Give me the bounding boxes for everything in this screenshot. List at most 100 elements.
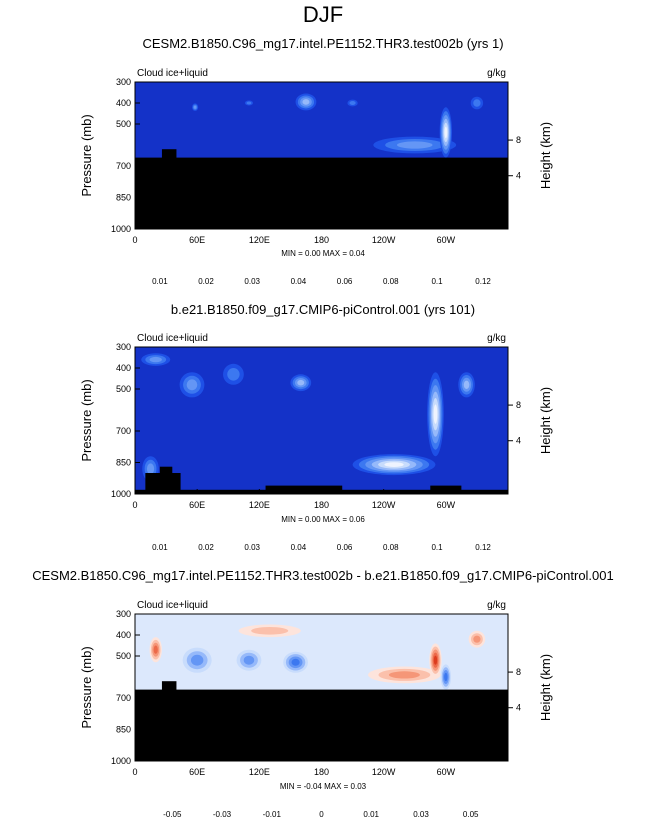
colorbar-label: -0.05 <box>163 810 182 819</box>
x-tick-label: 60E <box>189 500 205 510</box>
field-features <box>149 624 486 690</box>
y-tick-label: 300 <box>116 77 131 87</box>
y-axis-label: Pressure (mb) <box>79 114 94 196</box>
colorbar-label: 0 <box>319 810 324 819</box>
contour-feature <box>433 404 438 424</box>
y2-axis-label: Height (km) <box>538 387 553 454</box>
x-tick-label: 120E <box>249 767 270 777</box>
y-tick-label: 300 <box>116 609 131 619</box>
y-axis: 300 400 500 700 850 1000 <box>111 609 140 766</box>
colorbar-label: 0.01 <box>363 810 379 819</box>
colorbar-label: 0.04 <box>291 277 307 286</box>
y-tick-label: 850 <box>116 193 131 203</box>
colorbar-label: 0.08 <box>383 543 399 552</box>
contour-feature <box>193 105 197 109</box>
contour-feature <box>396 141 433 149</box>
y2-tick-label: 8 <box>516 667 521 677</box>
contour-feature <box>291 658 300 666</box>
y-tick-label: 850 <box>116 725 131 735</box>
field-background <box>135 347 508 494</box>
contour-feature <box>473 99 481 107</box>
colorbar: 0.01 0.02 0.03 0.04 0.06 0.08 0.1 0.12 <box>152 543 491 552</box>
contour-feature <box>297 379 305 386</box>
y-tick-label: 700 <box>116 426 131 436</box>
y-tick-label: 1000 <box>111 489 131 499</box>
panel-title: CESM2.B1850.C96_mg17.intel.PE1152.THR3.t… <box>142 36 503 51</box>
minmax-label: MIN = 0.00 MAX = 0.04 <box>281 249 365 258</box>
variable-label: Cloud ice+liquid <box>137 600 208 611</box>
x-tick-label: 120E <box>249 235 270 245</box>
colorbar-label: 0.03 <box>244 277 260 286</box>
y-axis-label: Pressure (mb) <box>79 379 94 461</box>
contour-feature <box>444 672 448 682</box>
colorbar-label: 0.04 <box>291 543 307 552</box>
terrain-ridge <box>430 485 462 491</box>
panel-3: CESM2.B1850.C96_mg17.intel.PE1152.THR3.t… <box>32 568 614 819</box>
x-tick-label: 120E <box>249 500 270 510</box>
contour-feature <box>302 99 310 105</box>
y2-axis-label: Height (km) <box>538 122 553 189</box>
variable-label: Cloud ice+liquid <box>137 68 208 79</box>
terrain-mask-block <box>135 157 508 229</box>
colorbar-label: 0.12 <box>475 543 491 552</box>
colorbar-label: 0.02 <box>198 277 214 286</box>
x-tick-label: 180 <box>314 767 329 777</box>
x-tick-label: 180 <box>314 500 329 510</box>
colorbar-label: 0.1 <box>431 543 443 552</box>
contour-feature <box>146 463 155 475</box>
y-tick-label: 500 <box>116 384 131 394</box>
minmax-label: MIN = -0.04 MAX = 0.03 <box>280 782 367 791</box>
terrain-peak <box>161 149 177 159</box>
contour-feature <box>388 671 420 679</box>
y-tick-label: 500 <box>116 119 131 129</box>
contour-feature <box>186 379 198 391</box>
y-tick-label: 500 <box>116 651 131 661</box>
x-tick-label: 60E <box>189 767 205 777</box>
y2-axis: 84 <box>508 400 521 446</box>
colorbar-label: 0.03 <box>413 810 429 819</box>
x-tick-label: 120W <box>372 500 396 510</box>
x-tick-label: 120W <box>372 235 396 245</box>
y-tick-label: 400 <box>116 363 131 373</box>
contour-feature <box>246 101 252 105</box>
contour-feature <box>384 462 404 467</box>
colorbar-label: 0.03 <box>244 543 260 552</box>
x-tick-label: 120W <box>372 767 396 777</box>
x-axis: 0 60E 120E 180 120W 60W <box>132 224 456 245</box>
y-axis: 300 400 500 700 850 1000 <box>111 342 140 499</box>
panel-1: CESM2.B1850.C96_mg17.intel.PE1152.THR3.t… <box>79 36 553 286</box>
y-tick-label: 300 <box>116 342 131 352</box>
colorbar: 0.01 0.02 0.03 0.04 0.06 0.08 0.1 0.12 <box>152 277 491 286</box>
contour-feature <box>463 380 470 389</box>
y-tick-label: 1000 <box>111 756 131 766</box>
contour-feature <box>473 635 481 643</box>
y-tick-label: 1000 <box>111 224 131 234</box>
contour-feature <box>251 627 289 635</box>
colorbar-label: 0.12 <box>475 277 491 286</box>
y-tick-label: 850 <box>116 458 131 468</box>
colorbar-label: 0.02 <box>198 543 214 552</box>
contour-feature <box>444 126 448 139</box>
colorbar-label: 0.1 <box>431 277 443 286</box>
units-label: g/kg <box>487 600 506 611</box>
panel-title: CESM2.B1850.C96_mg17.intel.PE1152.THR3.t… <box>32 568 614 583</box>
y-tick-label: 700 <box>116 693 131 703</box>
x-tick-label: 0 <box>132 500 137 510</box>
y2-tick-label: 8 <box>516 400 521 410</box>
colorbar: -0.05 -0.03 -0.01 0 0.01 0.03 0.05 <box>163 810 479 819</box>
y2-axis-label: Height (km) <box>538 654 553 721</box>
panel-title: b.e21.B1850.f09_g17.CMIP6-piControl.001 … <box>171 302 475 317</box>
colorbar-label: 0.06 <box>337 543 353 552</box>
colorbar-label: 0.06 <box>337 277 353 286</box>
colorbar-label: 0.01 <box>152 277 168 286</box>
colorbar-label: 0.05 <box>463 810 479 819</box>
terrain-ridge <box>265 485 343 491</box>
colorbar-label: 0.08 <box>383 277 399 286</box>
contour-feature <box>190 654 204 666</box>
colorbar-label: -0.01 <box>263 810 282 819</box>
x-tick-label: 60W <box>437 235 456 245</box>
field-features <box>141 353 475 482</box>
panels: CESM2.B1850.C96_mg17.intel.PE1152.THR3.t… <box>32 36 614 819</box>
x-axis: 0 60E 120E 180 120W 60W <box>132 756 456 777</box>
